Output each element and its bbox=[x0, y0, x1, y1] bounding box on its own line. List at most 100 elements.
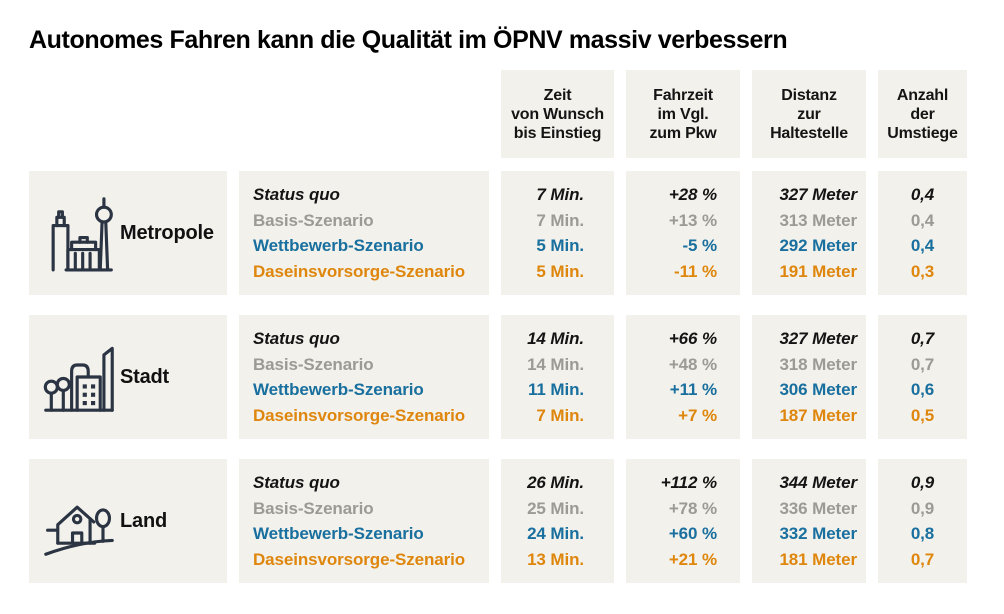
values-zeit: 14 Min. 14 Min. 11 Min. 7 Min. bbox=[501, 315, 614, 439]
value-cell: 25 Min. bbox=[527, 498, 584, 518]
value-cell: 7 Min. bbox=[536, 405, 584, 425]
value-cell: 14 Min. bbox=[527, 354, 584, 374]
header-line: Zeit bbox=[543, 86, 572, 104]
value-cell: 13 Min. bbox=[527, 549, 584, 569]
values-umstiege: 0,7 0,7 0,6 0,5 bbox=[878, 315, 967, 439]
value-cell: 327 Meter bbox=[779, 329, 857, 348]
group-label: Stadt bbox=[120, 365, 170, 388]
value-cell: 191 Meter bbox=[779, 261, 857, 281]
group-row-metropole: Metropole Status quo Basis-Szenario Wett… bbox=[29, 171, 967, 295]
value-cell: +28 % bbox=[668, 185, 717, 204]
value-cell: 0,8 bbox=[910, 524, 935, 543]
value-cell: 0,4 bbox=[910, 185, 935, 204]
scenario-label: Status quo bbox=[253, 329, 340, 348]
value-cell: 0,9 bbox=[910, 498, 935, 518]
table-header: Zeit von Wunsch bis Einstieg Fahrzeit im… bbox=[29, 70, 967, 158]
value-cell: 327 Meter bbox=[779, 185, 857, 204]
value-cell: 306 Meter bbox=[779, 380, 857, 399]
value-cell: 7 Min. bbox=[536, 185, 584, 204]
page-title: Autonomes Fahren kann die Qualität im ÖP… bbox=[29, 26, 788, 54]
scenario-label: Basis-Szenario bbox=[253, 354, 374, 374]
value-cell: +7 % bbox=[678, 405, 717, 425]
column-header-umstiege: Anzahl der Umstiege bbox=[878, 70, 967, 158]
header-spacer-scenarios bbox=[239, 70, 489, 158]
scenario-label: Basis-Szenario bbox=[253, 210, 374, 230]
value-cell: 11 Min. bbox=[528, 380, 584, 399]
value-cell: 292 Meter bbox=[779, 236, 857, 255]
value-cell: +48 % bbox=[668, 354, 717, 374]
value-cell: 332 Meter bbox=[779, 524, 857, 543]
values-fahrzeit: +66 % +48 % +11 % +7 % bbox=[626, 315, 740, 439]
scenario-label: Status quo bbox=[253, 185, 340, 204]
value-cell: 14 Min. bbox=[527, 329, 584, 348]
scenario-label: Wettbewerb-Szenario bbox=[253, 236, 424, 255]
values-distanz: 327 Meter 318 Meter 306 Meter 187 Meter bbox=[752, 315, 866, 439]
house-and-tree-icon bbox=[44, 505, 114, 556]
value-cell: 26 Min. bbox=[527, 473, 584, 492]
header-line: im Vgl. bbox=[657, 105, 709, 123]
header-line: Distanz bbox=[781, 86, 837, 104]
value-cell: 0,7 bbox=[910, 549, 935, 569]
value-cell: 0,3 bbox=[910, 261, 935, 281]
value-cell: 181 Meter bbox=[779, 549, 857, 569]
value-cell: +11 % bbox=[669, 380, 717, 399]
scenario-label: Daseinsvorsorge-Szenario bbox=[253, 549, 466, 569]
header-line: von Wunsch bbox=[511, 105, 604, 123]
header-line: Umstiege bbox=[887, 124, 958, 142]
value-cell: 0,9 bbox=[910, 473, 935, 492]
group-label: Land bbox=[120, 509, 167, 532]
scenario-label: Wettbewerb-Szenario bbox=[253, 524, 424, 543]
value-cell: +13 % bbox=[668, 210, 717, 230]
value-cell: +112 % bbox=[660, 473, 717, 492]
values-zeit: 7 Min. 7 Min. 5 Min. 5 Min. bbox=[501, 171, 614, 295]
group-cell-metropole: Metropole bbox=[29, 171, 227, 295]
value-cell: -5 % bbox=[682, 236, 717, 255]
scenario-list: Status quo Basis-Szenario Wettbewerb-Sze… bbox=[239, 315, 489, 439]
header-line: zum Pkw bbox=[649, 124, 717, 142]
value-cell: 0,7 bbox=[910, 354, 935, 374]
berlin-skyline-icon bbox=[51, 197, 113, 272]
value-cell: 313 Meter bbox=[779, 210, 857, 230]
scenario-label: Daseinsvorsorge-Szenario bbox=[253, 261, 466, 281]
values-fahrzeit: +112 % +78 % +60 % +21 % bbox=[626, 459, 740, 583]
values-distanz: 344 Meter 336 Meter 332 Meter 181 Meter bbox=[752, 459, 866, 583]
group-cell-land: Land bbox=[29, 459, 227, 583]
value-cell: 0,6 bbox=[910, 380, 935, 399]
scenario-label: Basis-Szenario bbox=[253, 498, 374, 518]
value-cell: 0,4 bbox=[910, 210, 935, 230]
value-cell: -11 % bbox=[674, 261, 717, 281]
values-zeit: 26 Min. 25 Min. 24 Min. 13 Min. bbox=[501, 459, 614, 583]
column-header-zeit: Zeit von Wunsch bis Einstieg bbox=[501, 70, 614, 158]
values-distanz: 327 Meter 313 Meter 292 Meter 191 Meter bbox=[752, 171, 866, 295]
city-buildings-icon bbox=[43, 346, 114, 412]
header-spacer-icons bbox=[29, 70, 227, 158]
scenario-label: Daseinsvorsorge-Szenario bbox=[253, 405, 466, 425]
value-cell: 5 Min. bbox=[536, 236, 584, 255]
header-line: der bbox=[910, 105, 935, 123]
header-line: Fahrzeit bbox=[653, 86, 713, 104]
values-fahrzeit: +28 % +13 % -5 % -11 % bbox=[626, 171, 740, 295]
group-row-land: Land Status quo Basis-Szenario Wettbewer… bbox=[29, 459, 967, 583]
group-row-stadt: Stadt Status quo Basis-Szenario Wettbewe… bbox=[29, 315, 967, 439]
value-cell: 0,4 bbox=[910, 236, 935, 255]
header-line: Haltestelle bbox=[770, 124, 848, 142]
value-cell: 0,5 bbox=[910, 405, 935, 425]
values-umstiege: 0,4 0,4 0,4 0,3 bbox=[878, 171, 967, 295]
value-cell: 7 Min. bbox=[536, 210, 584, 230]
value-cell: 336 Meter bbox=[779, 498, 857, 518]
value-cell: 344 Meter bbox=[779, 473, 857, 492]
header-line: zur bbox=[797, 105, 821, 123]
value-cell: 5 Min. bbox=[536, 261, 584, 281]
column-header-fahrzeit: Fahrzeit im Vgl. zum Pkw bbox=[626, 70, 740, 158]
group-cell-stadt: Stadt bbox=[29, 315, 227, 439]
value-cell: +78 % bbox=[668, 498, 717, 518]
values-umstiege: 0,9 0,9 0,8 0,7 bbox=[878, 459, 967, 583]
scenario-list: Status quo Basis-Szenario Wettbewerb-Sze… bbox=[239, 171, 489, 295]
scenario-list: Status quo Basis-Szenario Wettbewerb-Sze… bbox=[239, 459, 489, 583]
scenario-label: Status quo bbox=[253, 473, 340, 492]
header-line: bis Einstieg bbox=[513, 124, 602, 142]
value-cell: +66 % bbox=[668, 329, 717, 348]
value-cell: +60 % bbox=[668, 524, 717, 543]
scenario-label: Wettbewerb-Szenario bbox=[253, 380, 424, 399]
value-cell: 187 Meter bbox=[779, 405, 857, 425]
